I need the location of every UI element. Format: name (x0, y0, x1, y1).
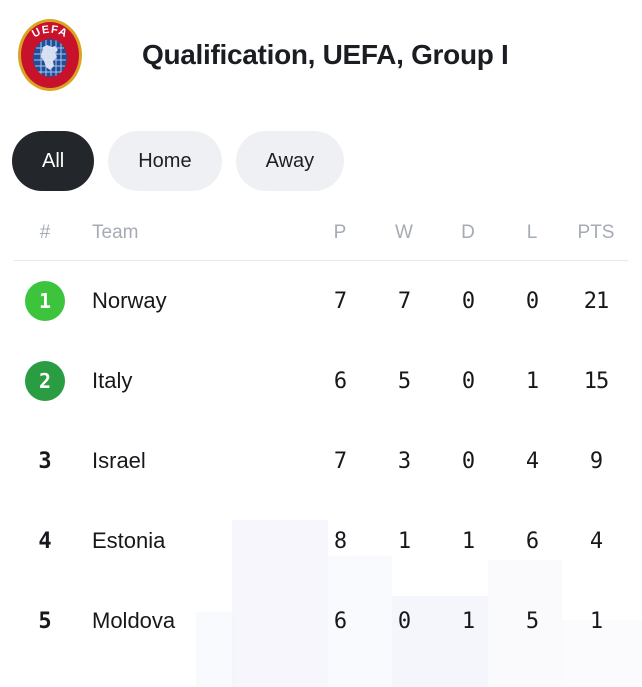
standings-table: # Team P W D L PTS 1 Norway 7 7 0 0 21 2 (0, 206, 642, 661)
stat-won: 0 (397, 608, 411, 634)
stat-played: 7 (333, 288, 347, 314)
column-header-lost: L (526, 222, 538, 243)
page-title: Qualification, UEFA, Group I (142, 39, 509, 70)
stat-drawn: 1 (461, 608, 475, 634)
stat-lost: 5 (525, 608, 539, 634)
table-row[interactable]: 3 Israel 7 3 0 4 9 (0, 421, 642, 501)
rank-cell: 1 (14, 281, 76, 321)
rank-cell: 2 (14, 361, 76, 401)
stat-won: 5 (397, 368, 411, 394)
team-name[interactable]: Israel (92, 448, 146, 473)
stat-points: 15 (583, 368, 610, 394)
logo-wordmark-text: UEFA (30, 24, 69, 41)
stat-won: 1 (397, 528, 411, 554)
rank-cell: 5 (14, 609, 76, 634)
team-name[interactable]: Moldova (92, 608, 176, 633)
rank-number: 3 (38, 448, 52, 474)
column-header-drawn: D (461, 222, 475, 243)
header-divider (14, 260, 628, 261)
stat-played: 6 (333, 368, 347, 394)
filter-tab-all[interactable]: All (12, 131, 95, 191)
filter-tab-home[interactable]: Home (108, 131, 222, 191)
logo-wordmark-icon: UEFA (30, 24, 70, 41)
stat-lost: 6 (525, 528, 539, 554)
column-header-points: PTS (577, 222, 615, 243)
table-row[interactable]: 2 Italy 6 5 0 1 15 (0, 341, 642, 421)
rank-number: 5 (38, 608, 52, 634)
stat-won: 7 (397, 288, 411, 314)
column-header-won: W (395, 222, 413, 243)
team-name[interactable]: Norway (92, 288, 167, 313)
page-header: UEFA Qualification, UEFA, Group I (0, 0, 642, 110)
rank-badge: 2 (25, 361, 65, 401)
svg-text:UEFA: UEFA (30, 24, 70, 41)
stat-won: 3 (397, 448, 411, 474)
stat-lost: 0 (525, 288, 539, 314)
column-header-team: Team (92, 222, 139, 243)
stat-points: 4 (589, 528, 603, 554)
rank-cell: 3 (14, 449, 76, 474)
rank-number: 4 (38, 528, 52, 554)
stat-drawn: 0 (461, 368, 475, 394)
logo-globe-icon (33, 39, 67, 77)
stat-drawn: 1 (461, 528, 475, 554)
stat-drawn: 0 (461, 288, 475, 314)
column-header-rank: # (39, 222, 51, 243)
table-row[interactable]: 1 Norway 7 7 0 0 21 (0, 261, 642, 341)
column-header-played: P (333, 222, 347, 243)
filter-tab-away[interactable]: Away (235, 131, 345, 191)
table-row[interactable]: 4 Estonia 8 1 1 6 4 (0, 501, 642, 581)
stat-drawn: 0 (461, 448, 475, 474)
globe-graticule-icon (34, 40, 66, 76)
stat-played: 7 (333, 448, 347, 474)
stat-played: 6 (333, 608, 347, 634)
team-name[interactable]: Estonia (92, 528, 166, 553)
uefa-logo-icon: UEFA (18, 19, 82, 91)
stat-lost: 4 (525, 448, 539, 474)
stat-points: 21 (583, 288, 610, 314)
rank-badge: 1 (25, 281, 65, 321)
stat-played: 8 (333, 528, 347, 554)
stat-points: 9 (589, 448, 603, 474)
team-name[interactable]: Italy (92, 368, 133, 393)
table-row[interactable]: 5 Moldova 6 0 1 5 1 (0, 581, 642, 661)
table-header-row: # Team P W D L PTS (0, 206, 642, 260)
stat-lost: 1 (525, 368, 539, 394)
rank-cell: 4 (14, 529, 76, 554)
stat-points: 1 (589, 608, 603, 634)
filter-tabs: All Home Away (0, 130, 642, 192)
standings-page: UEFA Qualification, UEFA, Group I All Ho… (0, 0, 642, 661)
